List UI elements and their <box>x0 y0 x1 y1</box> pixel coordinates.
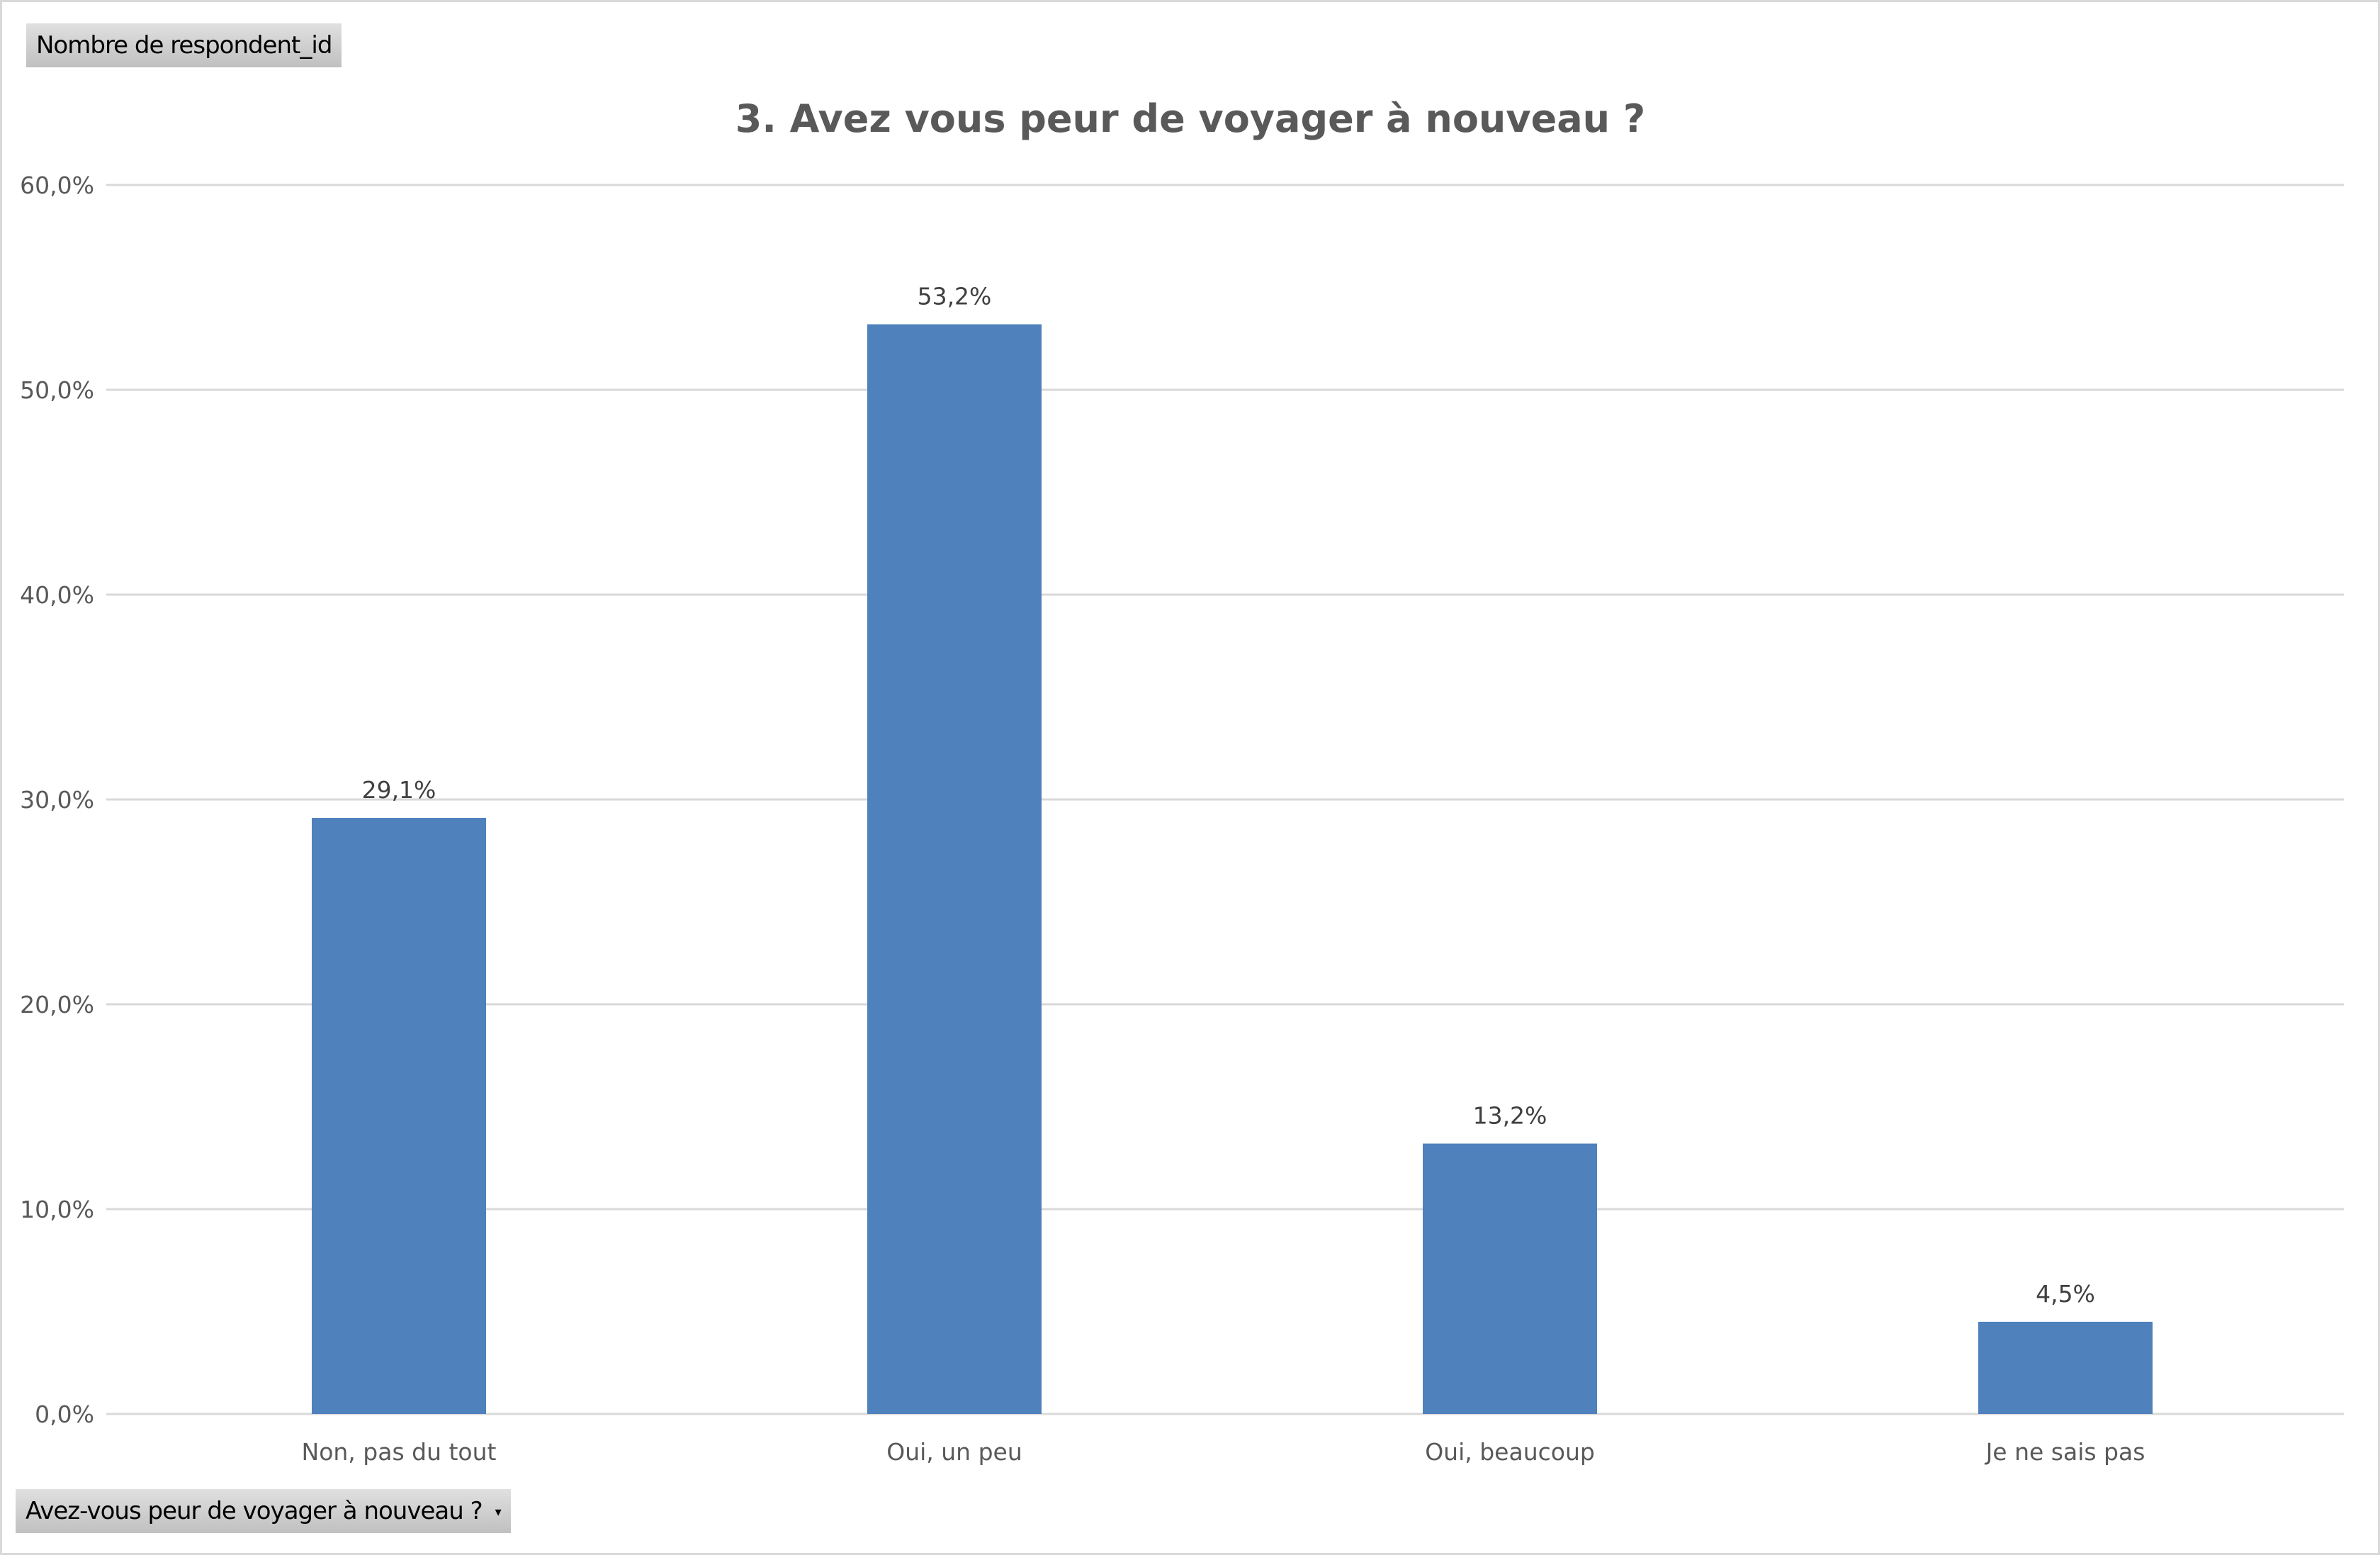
y-tick-label: 30,0% <box>20 786 94 814</box>
x-tick-label: Non, pas du tout <box>302 1438 497 1466</box>
y-tick-label: 40,0% <box>20 581 94 609</box>
y-tick-label: 20,0% <box>20 991 94 1018</box>
data-label: 29,1% <box>362 776 436 804</box>
x-tick-label: Oui, un peu <box>886 1438 1022 1466</box>
y-tick-label: 0,0% <box>35 1400 94 1428</box>
chart-title: 3. Avez vous peur de voyager à nouveau ? <box>735 96 1645 141</box>
y-tick-label: 50,0% <box>20 376 94 404</box>
y-tick-label: 60,0% <box>20 172 94 199</box>
bar[interactable] <box>312 818 486 1414</box>
x-tick-label: Je ne sais pas <box>1985 1438 2145 1466</box>
bar[interactable] <box>1978 1321 2153 1414</box>
category-filter-button[interactable]: Avez-vous peur de voyager à nouveau ? ▾ <box>16 1489 511 1533</box>
y-tick-label: 10,0% <box>20 1196 94 1223</box>
dropdown-arrow-icon: ▾ <box>495 1504 502 1520</box>
bar[interactable] <box>867 324 1042 1414</box>
data-label: 13,2% <box>1473 1102 1547 1130</box>
x-tick-label: Oui, beaucoup <box>1425 1438 1595 1466</box>
value-field-button[interactable]: Nombre de respondent_id <box>26 23 342 67</box>
data-label: 53,2% <box>918 283 992 310</box>
data-label: 4,5% <box>2036 1280 2095 1308</box>
bar[interactable] <box>1423 1143 1597 1414</box>
value-field-label: Nombre de respondent_id <box>36 31 332 60</box>
category-filter-label: Avez-vous peur de voyager à nouveau ? <box>26 1497 483 1525</box>
